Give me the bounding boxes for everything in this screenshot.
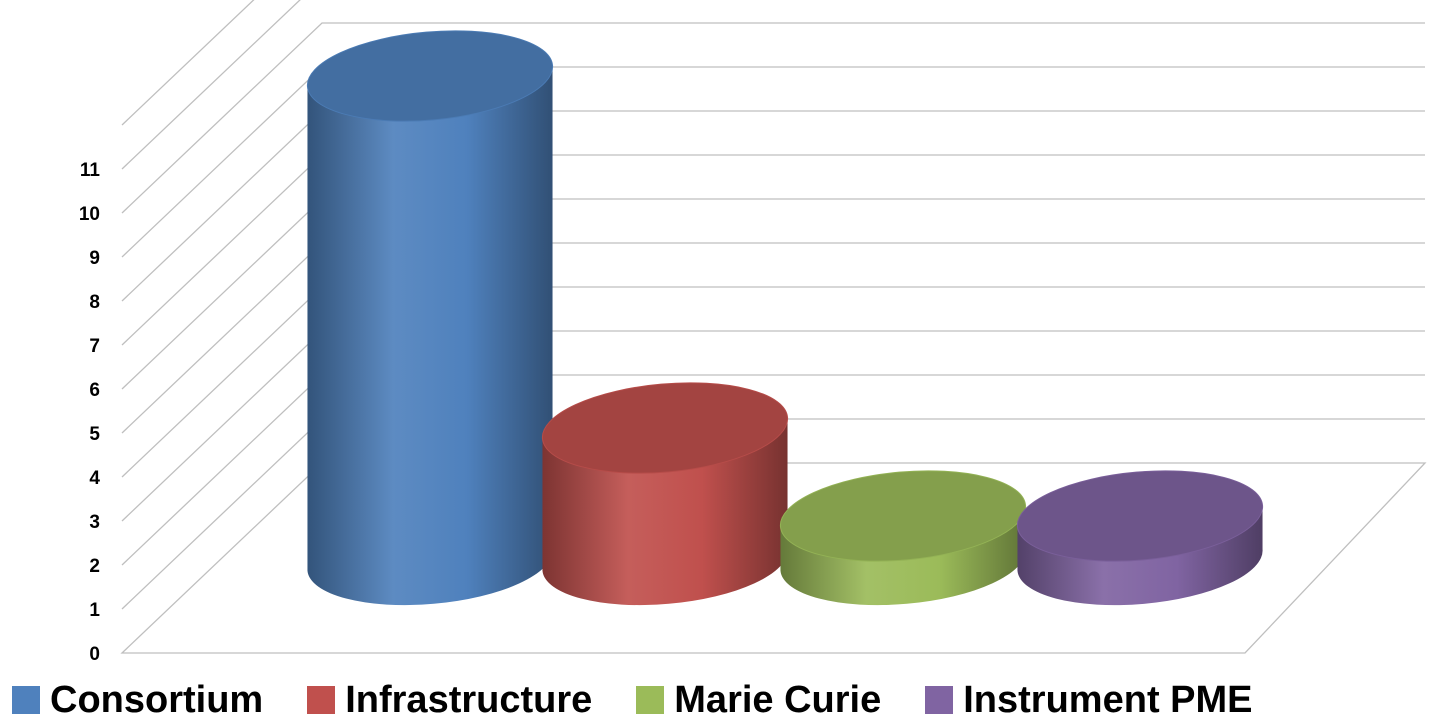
- bar-top: [306, 30, 554, 122]
- gridline: [121, 0, 255, 126]
- y-tick-label: 11: [80, 160, 101, 181]
- bar-body: [1017, 505, 1263, 606]
- bar-top: [1016, 470, 1264, 562]
- bar-marie-curie: [779, 470, 1027, 606]
- legend-item-consortium: Consortium: [12, 679, 263, 722]
- legend-item-marie-curie: Marie Curie: [636, 679, 881, 722]
- bar-top: [541, 382, 789, 474]
- chart-floor: [120, 462, 1427, 654]
- y-tick-label: 10: [79, 204, 100, 225]
- y-tick-label: 1: [89, 600, 100, 621]
- y-tick-label: 7: [89, 336, 100, 357]
- y-tick-label: 4: [89, 468, 100, 489]
- y-tick-label: 0: [89, 644, 100, 665]
- legend-label-instrument-pme: Instrument PME: [963, 678, 1253, 721]
- legend-swatch-infrastructure: [307, 686, 336, 714]
- bar-instrument-pme: [1016, 470, 1264, 606]
- bar-body: [780, 505, 1026, 606]
- bar-body: [542, 417, 788, 606]
- y-axis-ticks: 0 1 2 3 4 5 6 7 8 9 10 11: [79, 160, 101, 665]
- legend-label-marie-curie: Marie Curie: [674, 678, 882, 721]
- bar-consortium: [306, 30, 554, 606]
- y-tick-label: 3: [89, 512, 100, 533]
- legend-swatch-consortium: [12, 686, 40, 714]
- legend-swatch-instrument-pme: [925, 686, 954, 714]
- legend-item-infrastructure: Infrastructure: [307, 679, 592, 722]
- bar-infrastructure: [541, 382, 789, 606]
- y-tick-label: 6: [89, 380, 100, 401]
- bars: [306, 30, 1264, 606]
- legend-label-consortium: Consortium: [50, 678, 264, 721]
- y-tick-label: 2: [89, 556, 100, 577]
- legend: Consortium Infrastructure Marie Curie In…: [0, 676, 1429, 724]
- y-tick-label: 9: [89, 248, 100, 269]
- y-tick-label: 8: [89, 292, 100, 313]
- y-tick-label: 5: [89, 424, 100, 445]
- bar-body: [307, 65, 553, 606]
- legend-label-infrastructure: Infrastructure: [345, 678, 593, 721]
- bar-top: [779, 470, 1027, 562]
- legend-swatch-marie-curie: [636, 686, 665, 714]
- gridline: [121, 22, 1425, 214]
- gridline: [121, 0, 301, 170]
- legend-item-instrument-pme: Instrument PME: [925, 678, 1253, 722]
